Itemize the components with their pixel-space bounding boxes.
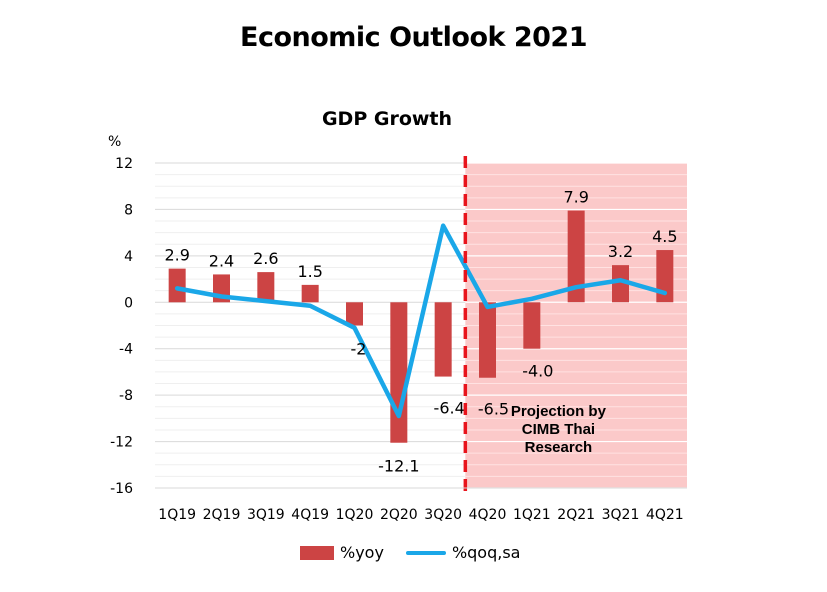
chart-title: GDP Growth: [321, 108, 453, 130]
data-label-yoy: -12.1: [378, 457, 419, 476]
bar-yoy: [434, 302, 452, 377]
bar-yoy: [346, 302, 363, 326]
bar-yoy: [656, 250, 674, 303]
x-tick-label: 1Q19: [158, 507, 196, 523]
x-tick-label: 2Q20: [380, 507, 418, 523]
y-tick-label: 0: [124, 295, 133, 311]
y-tick-label: -4: [119, 342, 133, 358]
legend-item-yoy: %yoy: [300, 543, 384, 562]
x-tick-label: 3Q20: [424, 507, 462, 523]
y-tick-label: 12: [115, 156, 133, 172]
x-tick-label: 3Q19: [247, 507, 285, 523]
legend-label-yoy: %yoy: [340, 543, 384, 562]
x-tick-label: 4Q19: [291, 507, 329, 523]
x-tick-label: 1Q20: [336, 507, 374, 523]
bar-yoy: [301, 284, 319, 303]
bar-yoy: [168, 268, 186, 303]
data-label-yoy: -6.5: [478, 400, 509, 419]
data-label-yoy: -6.4: [434, 399, 465, 418]
bar-yoy: [390, 302, 408, 443]
legend-item-qoq: %qoq,sa: [405, 543, 521, 562]
bar-yoy: [257, 272, 275, 303]
x-tick-label: 4Q21: [646, 507, 684, 523]
data-label-yoy: 7.9: [563, 188, 588, 207]
data-label-yoy: 1.5: [297, 262, 322, 281]
projection-note-line: CIMB Thai: [522, 421, 595, 438]
y-tick-label: -8: [119, 388, 133, 404]
bar-yoy: [479, 302, 496, 378]
y-tick-label: 4: [124, 249, 133, 265]
data-label-yoy: 2.4: [209, 251, 234, 270]
x-tick-label: 2Q21: [557, 507, 595, 523]
data-label-yoy: 2.6: [253, 249, 278, 268]
data-label-yoy: 3.2: [608, 242, 633, 261]
x-tick-label: 1Q21: [513, 507, 551, 523]
data-label-yoy: 4.5: [652, 227, 677, 246]
data-label-yoy: -2: [351, 339, 367, 358]
y-axis-unit: %: [108, 134, 121, 150]
projection-note-line: Research: [525, 439, 593, 456]
legend-swatch-yoy: [300, 545, 334, 560]
x-tick-label: 3Q21: [602, 507, 640, 523]
projection-note-line: Projection by: [511, 403, 607, 420]
data-label-yoy: 2.9: [164, 246, 189, 265]
chart-legend: %yoy %qoq,sa: [300, 543, 542, 562]
page-title: Economic Outlook 2021: [240, 22, 588, 53]
y-tick-label: 8: [124, 202, 133, 218]
bar-yoy: [523, 302, 541, 349]
x-tick-label: 2Q19: [203, 507, 241, 523]
x-tick-label: 4Q20: [469, 507, 507, 523]
y-tick-label: -12: [110, 435, 133, 451]
data-label-yoy: -4.0: [522, 362, 553, 381]
legend-swatch-qoq: [405, 550, 446, 555]
line-qoq: [174, 223, 668, 419]
bar-yoy: [612, 265, 629, 303]
y-tick-label: -16: [110, 481, 133, 497]
bar-yoy: [567, 210, 585, 303]
legend-label-qoq: %qoq,sa: [451, 543, 521, 562]
